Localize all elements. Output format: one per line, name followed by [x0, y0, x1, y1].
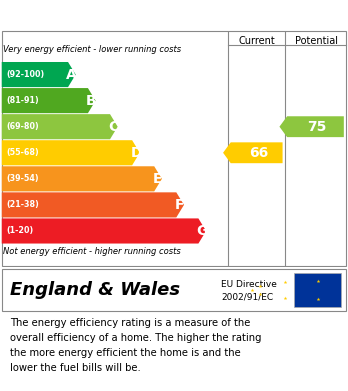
Text: (1-20): (1-20) — [6, 226, 33, 235]
Text: B: B — [86, 93, 97, 108]
Polygon shape — [2, 219, 206, 244]
Text: D: D — [130, 146, 142, 160]
Text: Potential: Potential — [295, 36, 338, 46]
Polygon shape — [223, 142, 283, 163]
Text: (69-80): (69-80) — [6, 122, 39, 131]
Text: (55-68): (55-68) — [6, 148, 39, 157]
Text: Current: Current — [238, 36, 275, 46]
Text: Very energy efficient - lower running costs: Very energy efficient - lower running co… — [3, 45, 182, 54]
Text: F: F — [175, 198, 184, 212]
Text: 75: 75 — [308, 120, 327, 134]
Polygon shape — [2, 114, 118, 139]
Text: (81-91): (81-91) — [6, 96, 39, 105]
Text: EU Directive: EU Directive — [221, 280, 277, 289]
Polygon shape — [2, 88, 96, 113]
Text: (92-100): (92-100) — [6, 70, 44, 79]
Text: Energy Efficiency Rating: Energy Efficiency Rating — [10, 7, 232, 23]
FancyBboxPatch shape — [294, 273, 341, 307]
Polygon shape — [279, 116, 344, 137]
Polygon shape — [2, 192, 184, 217]
Text: (39-54): (39-54) — [6, 174, 39, 183]
Text: C: C — [108, 120, 119, 134]
Text: Not energy efficient - higher running costs: Not energy efficient - higher running co… — [3, 247, 181, 256]
Text: The energy efficiency rating is a measure of the
overall efficiency of a home. T: The energy efficiency rating is a measur… — [10, 318, 262, 373]
Polygon shape — [2, 62, 76, 87]
Polygon shape — [2, 166, 162, 192]
Text: E: E — [152, 172, 162, 186]
Text: 66: 66 — [249, 146, 268, 160]
Text: G: G — [197, 224, 208, 238]
Text: A: A — [66, 68, 77, 82]
Text: England & Wales: England & Wales — [10, 281, 181, 299]
Text: 2002/91/EC: 2002/91/EC — [221, 292, 273, 301]
Polygon shape — [2, 140, 140, 165]
Text: (21-38): (21-38) — [6, 201, 39, 210]
